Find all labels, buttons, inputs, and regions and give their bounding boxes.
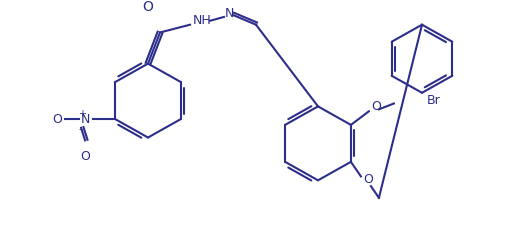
Text: Br: Br xyxy=(426,94,440,107)
Text: NH: NH xyxy=(192,14,211,27)
Text: N: N xyxy=(225,7,234,20)
Text: N: N xyxy=(81,113,90,126)
Text: O: O xyxy=(142,0,153,14)
Text: -: - xyxy=(78,124,82,134)
Text: O: O xyxy=(362,173,372,186)
Text: O: O xyxy=(80,150,90,163)
Text: O: O xyxy=(370,100,380,113)
Text: +: + xyxy=(78,109,86,119)
Text: O: O xyxy=(52,113,62,126)
